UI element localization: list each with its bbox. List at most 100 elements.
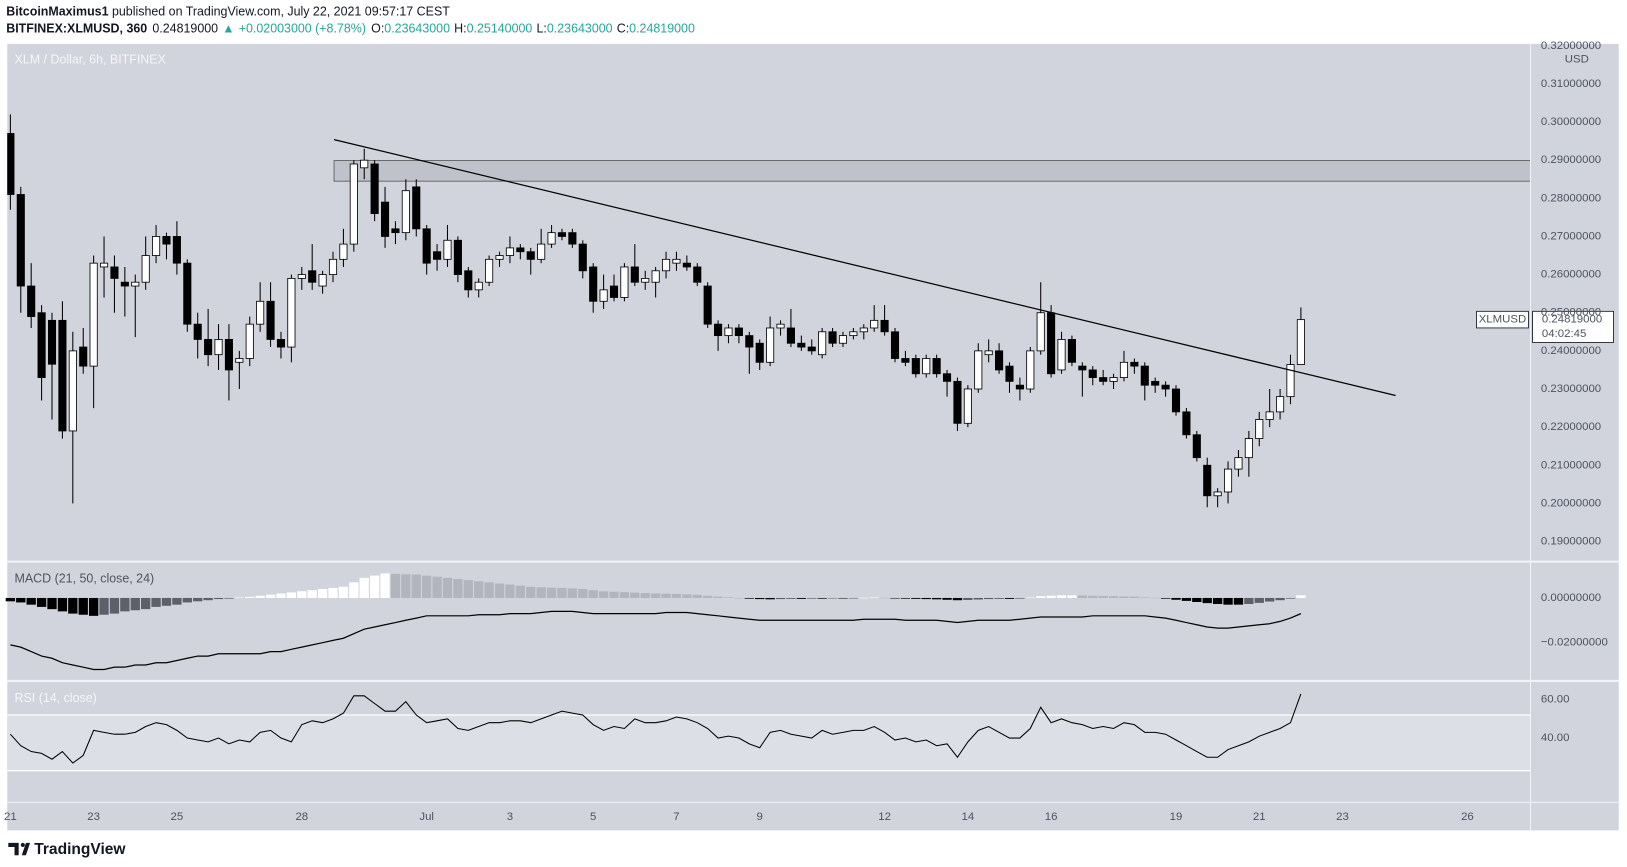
candle-body [537,243,546,260]
macd-histogram-bar [422,575,432,598]
candle-body [1213,491,1222,497]
macd-histogram-bar [182,597,192,603]
candle-body [1140,365,1149,386]
x-tick-label: 23 [87,811,100,823]
candle-body [120,281,129,287]
candle-body [1265,411,1274,420]
macd-histogram-bar [859,597,869,599]
x-tick-label: 7 [673,811,679,823]
candle-body [995,350,1004,371]
candle-body [412,186,421,230]
candle-body [214,339,223,356]
candle-body [391,228,400,234]
macd-histogram-bar [765,597,775,600]
macd-histogram-bar [942,597,952,600]
macd-histogram-bar [619,592,630,598]
macd-histogram-bar [349,582,359,598]
candle-body [1015,384,1024,390]
macd-histogram-bar [26,597,36,605]
symbol: BITFINEX:XLMUSD, 360 [6,22,147,36]
macd-histogram-bar [1098,595,1108,598]
candle-body [557,232,567,237]
macd-histogram-bar [671,593,682,598]
macd-histogram-bar [141,597,151,610]
pane-title: RSI (14, close) [15,691,97,705]
ohlc-label: L: [536,22,546,36]
candle-body [328,258,338,276]
candle-body [714,323,723,337]
y-tick-label: 0.19000000 [1541,536,1601,548]
macd-histogram-bar [120,597,130,612]
x-tick-label: 26 [1461,811,1474,823]
macd-histogram-bar [432,576,442,598]
macd-histogram-bar [1015,597,1025,599]
macd-histogram-bar [588,590,598,598]
candle-body [630,266,639,283]
candle-body [37,312,46,378]
candle-body [620,266,629,298]
macd-histogram-bar [526,586,536,598]
candle-body [1286,364,1295,398]
candle-body [1223,468,1233,493]
macd-histogram-bar [546,587,557,598]
candle-body [349,163,358,245]
candle-body [838,335,848,344]
macd-histogram-bar [692,594,702,598]
macd-histogram-bar [494,583,505,598]
y-tick-label: 0.29000000 [1541,154,1601,166]
ohlc-value: 0.23643000 [384,22,450,36]
macd-histogram-bar [338,586,349,598]
macd-histogram-bar [723,597,734,598]
macd-histogram-bar [213,597,224,600]
macd-histogram-bar [869,597,879,599]
macd-histogram-bar [890,597,900,599]
trendline [333,138,1396,397]
candle-body [807,346,816,352]
candle-body [870,319,879,329]
macd-histogram-bar [796,597,807,599]
candle-body [526,251,535,260]
candle-body [942,373,952,382]
y-tick-label: 60.00 [1541,694,1570,706]
candle-body [1099,377,1108,382]
tradingview-logo [8,842,31,856]
macd-histogram-bar [734,597,744,599]
candle-body [1026,350,1035,390]
candle-body [911,358,920,375]
symbol-tag [1476,310,1529,329]
candle-body [1088,369,1097,378]
y-tick-label: 0.26000000 [1541,269,1601,281]
x-tick-label: 3 [507,811,513,823]
pane-title: XLM / Dollar, 6h, BITFINEX [15,53,167,67]
candle-body [880,319,889,333]
candle-body [516,247,525,253]
x-tick-label: 23 [1336,811,1349,823]
candle-body [245,323,254,359]
y-tick-label: 0.28000000 [1541,192,1601,204]
candle-body [693,266,702,283]
candle-body [724,327,733,337]
candle-body [89,262,98,367]
rsi-band-fill [7,715,1531,771]
macd-histogram-bar [1046,595,1056,598]
macd-histogram-bar [1088,595,1098,598]
macd-histogram-bar [994,597,1004,599]
candle-body [131,281,140,287]
macd-histogram-bar [536,587,546,598]
y-tick-label: 0.27000000 [1541,230,1601,242]
x-tick-label: Jul [419,811,434,823]
candle-body [172,236,181,264]
candle-body [474,281,483,291]
logo-shape [8,842,19,856]
candle-body [495,255,504,260]
candle-body [1182,411,1191,436]
candle-body [901,358,910,363]
y-tick-label: 0.30000000 [1541,116,1601,128]
candle-body [661,258,671,272]
macd-histogram-bar [900,597,911,599]
macd-histogram-bar [703,595,713,598]
header-line-2: BITFINEX:XLMUSD, 360 0.24819000 ▲ +0.020030… [6,22,695,36]
macd-histogram-bar [234,597,245,599]
candle-body [1036,312,1045,352]
macd-histogram-bar [1265,597,1275,602]
